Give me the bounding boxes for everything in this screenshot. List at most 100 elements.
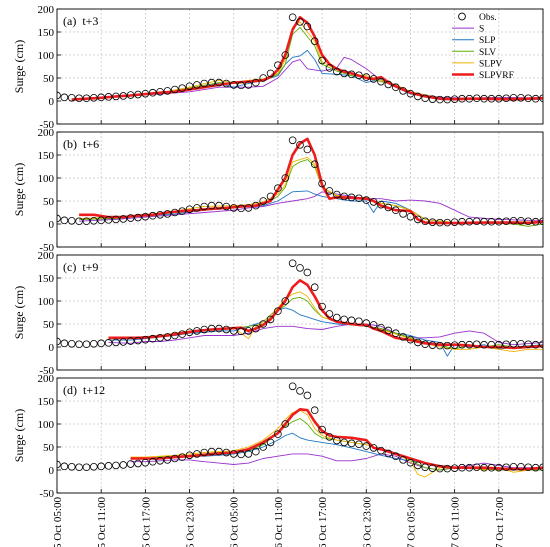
obs-point: [229, 327, 238, 335]
series-slpvrf: [108, 279, 543, 350]
y-tick-label: 50: [43, 442, 55, 454]
obs-point: [252, 324, 260, 333]
obs-point: [178, 330, 186, 338]
obs-point: [399, 210, 407, 218]
obs-point: [259, 197, 267, 205]
obs-point: [67, 216, 76, 225]
x-tick-label: 06 Oct 05:00: [229, 497, 241, 547]
obs-point: [325, 64, 334, 72]
obs-point: [318, 179, 326, 188]
obs-point: [134, 336, 142, 345]
plot-area: [57, 259, 543, 357]
obs-point: [229, 204, 238, 212]
obs-point: [487, 340, 496, 349]
obs-point: [472, 340, 481, 349]
obs-point: [126, 337, 135, 345]
obs-point: [524, 94, 533, 103]
obs-point: [450, 95, 459, 103]
obs-point: [487, 463, 496, 472]
obs-point: [428, 464, 437, 472]
obs-point: [436, 341, 444, 350]
x-tick-label: 06 Oct 17:00: [317, 497, 329, 547]
obs-point: [333, 67, 341, 76]
obs-point: [458, 463, 466, 472]
panel-label: (b) t+6: [63, 137, 99, 151]
obs-point: [347, 193, 356, 202]
obs-point: [414, 92, 422, 101]
obs-point: [406, 458, 415, 467]
obs-point: [480, 463, 488, 472]
obs-point: [340, 69, 348, 78]
obs-point: [171, 331, 179, 340]
obs-point: [112, 92, 120, 101]
obs-point: [119, 338, 128, 346]
obs-point: [414, 338, 422, 347]
obs-point: [288, 13, 297, 22]
obs-point: [362, 196, 371, 204]
obs-point: [517, 93, 525, 102]
obs-point: [90, 93, 98, 102]
obs-point: [104, 93, 113, 101]
obs-point: [303, 268, 312, 277]
obs-point: [472, 463, 481, 472]
obs-point: [215, 78, 223, 87]
obs-point: [148, 334, 157, 343]
obs-point: [296, 141, 304, 149]
obs-point: [362, 73, 371, 81]
obs-point: [347, 439, 356, 448]
obs-point: [126, 214, 135, 222]
obs-point: [495, 340, 503, 349]
obs-point: [244, 327, 253, 335]
obs-point: [362, 442, 371, 450]
obs-point: [215, 201, 223, 210]
series-slpv: [71, 21, 543, 101]
axes-frame: [56, 8, 544, 125]
obs-point: [325, 187, 334, 195]
obs-point: [237, 204, 245, 213]
y-tick-label: 150: [38, 27, 55, 39]
obs-point: [193, 81, 201, 89]
obs-point: [266, 192, 275, 201]
plot-area: [57, 13, 543, 104]
obs-point: [57, 460, 61, 469]
obs-point: [163, 210, 172, 218]
obs-point: [60, 93, 69, 102]
obs-point: [495, 94, 503, 103]
axes-frame: [56, 131, 544, 248]
obs-point: [517, 216, 525, 225]
obs-point: [281, 174, 290, 182]
obs-point: [414, 461, 422, 470]
obs-point: [531, 217, 540, 226]
obs-point: [274, 184, 282, 192]
obs-point: [163, 456, 172, 464]
obs-point: [90, 462, 98, 471]
obs-point: [75, 217, 83, 226]
obs-point: [97, 339, 105, 348]
legend-entry: SLPVRF: [479, 71, 514, 81]
obs-point: [428, 95, 437, 103]
obs-point: [156, 211, 164, 219]
x-tick-label: 05 Oct 05:00: [52, 497, 64, 547]
obs-point: [126, 460, 135, 468]
obs-point: [119, 92, 128, 100]
y-tick-label: -50: [39, 488, 54, 500]
panel-label: (d) t+12: [63, 383, 105, 397]
series-slv: [108, 296, 543, 350]
obs-point: [97, 462, 105, 471]
obs-point: [465, 217, 474, 226]
obs-point: [436, 218, 444, 227]
obs-point: [391, 206, 400, 215]
y-tick-label: 100: [38, 419, 55, 431]
y-axis-label: Surge (cm): [12, 163, 26, 216]
obs-point: [274, 307, 282, 315]
obs-point: [288, 382, 297, 391]
obs-point: [266, 69, 275, 78]
obs-point: [148, 88, 157, 97]
obs-point: [244, 204, 253, 212]
obs-point: [406, 212, 415, 221]
obs-point: [207, 324, 216, 333]
series-slpvrf: [79, 137, 543, 225]
obs-point: [237, 327, 245, 336]
obs-point: [369, 75, 378, 83]
